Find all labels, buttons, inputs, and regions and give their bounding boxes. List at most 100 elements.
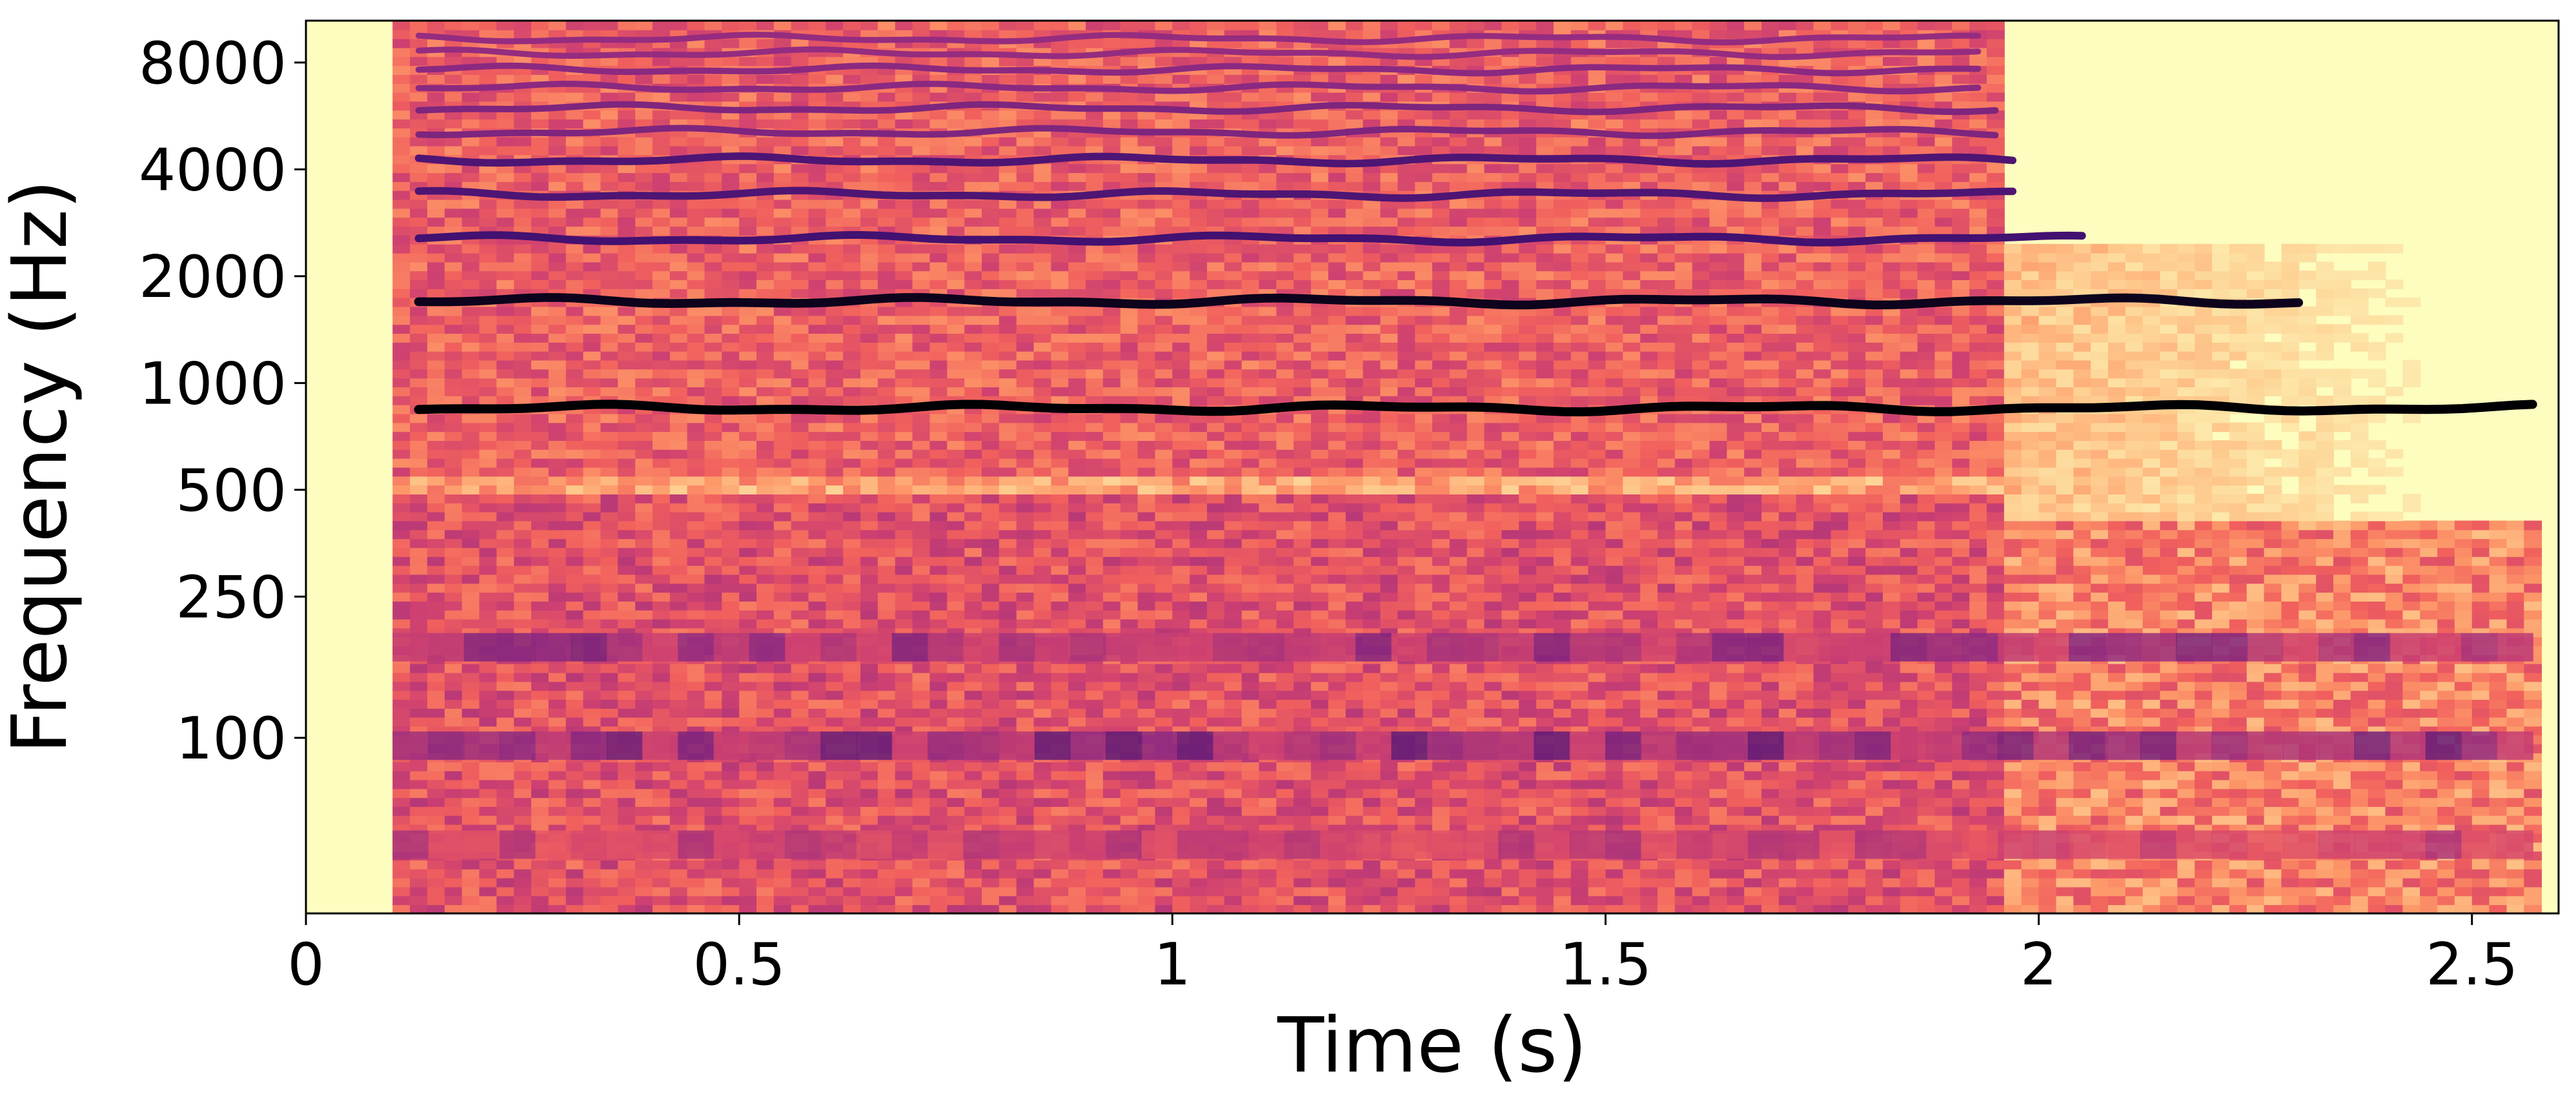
spectrogram-cell	[2420, 592, 2438, 602]
spectrogram-cell	[514, 868, 532, 879]
spectrogram-cell	[1761, 779, 1780, 789]
spectrogram-cell	[756, 690, 775, 700]
spectrogram-cell	[1778, 609, 1797, 620]
spectrogram-cell	[2402, 717, 2421, 727]
spectrogram-cell	[722, 690, 740, 700]
spectrogram-cell	[1397, 565, 1416, 575]
spectrogram-cell	[1051, 797, 1070, 807]
spectrogram-cell	[2402, 565, 2421, 575]
spectrogram-cell	[1276, 556, 1295, 566]
spectrogram-cell	[2125, 770, 2144, 780]
spectrogram-cell	[687, 779, 705, 789]
spectrogram-cell	[1086, 770, 1104, 780]
spectrogram-cell	[2177, 904, 2196, 913]
spectrogram-cell	[2316, 565, 2334, 575]
spectrogram-cell	[2350, 717, 2369, 727]
spectrogram-cell	[2524, 690, 2542, 700]
spectrogram-cell	[1778, 618, 1797, 629]
spectrogram-cell	[1674, 600, 1693, 611]
spectrogram-cell	[531, 717, 549, 727]
spectrogram-cell	[1086, 886, 1104, 897]
spectrogram-cell	[1276, 663, 1295, 673]
spectrogram-cell	[2212, 904, 2230, 913]
spectrogram-cell	[1553, 877, 1572, 888]
spectrogram-cell	[1120, 565, 1139, 575]
spectrogram-cell	[1293, 761, 1312, 771]
spectrogram-cell	[1276, 806, 1295, 816]
spectrogram-cell	[1865, 699, 1883, 709]
spectrogram-cell	[1778, 592, 1797, 602]
spectrogram-cell	[2368, 886, 2386, 897]
spectrogram-cell	[2108, 681, 2126, 691]
spectrogram-cell	[1415, 690, 1433, 700]
spectrogram-cell	[1709, 779, 1728, 789]
spectrogram-cell	[2021, 699, 2040, 709]
spectrogram-cell	[392, 574, 411, 584]
spectrogram-cell	[1501, 904, 1520, 913]
spectrogram-cell	[635, 886, 653, 897]
spectrogram-cell	[1241, 600, 1260, 611]
spectrogram-cell	[1588, 565, 1607, 575]
spectrogram-cell	[860, 770, 878, 780]
spectrogram-cell	[2454, 592, 2473, 602]
spectrogram-cell	[2264, 583, 2282, 593]
spectrogram-cell	[1086, 707, 1104, 718]
spectrogram-cell	[2246, 860, 2265, 870]
spectrogram-cell	[756, 770, 775, 780]
spectrogram-cell	[1311, 699, 1329, 709]
spectrogram-cell	[2177, 886, 2196, 897]
spectrogram-cell	[773, 672, 792, 682]
spectrogram-cell	[2160, 609, 2178, 620]
spectrogram-cell	[773, 904, 792, 913]
spectrogram-cell	[2229, 779, 2247, 789]
spectrogram-cell	[1519, 761, 1537, 771]
spectrogram-cell	[2125, 806, 2144, 816]
spectrogram-cell	[1224, 895, 1242, 906]
spectrogram-cell	[1415, 681, 1433, 691]
spectrogram-cell	[2333, 868, 2351, 879]
spectrogram-cell	[929, 895, 948, 906]
spectrogram-cell	[1987, 779, 2005, 789]
spectrogram-cell	[2212, 556, 2230, 566]
spectrogram-cell	[1727, 860, 1745, 870]
spectrogram-cell	[1172, 770, 1191, 780]
spectrogram-cell	[1190, 877, 1208, 888]
spectrogram-cell	[2212, 895, 2230, 906]
spectrogram-cell	[2489, 699, 2508, 709]
spectrogram-cell	[1796, 663, 1814, 673]
spectrogram-cell	[982, 681, 1000, 691]
spectrogram-cell	[1432, 868, 1450, 879]
spectrogram-cell	[461, 815, 480, 825]
spectrogram-cell	[2402, 556, 2421, 566]
spectrogram-cell	[1709, 860, 1728, 870]
spectrogram-cell	[999, 717, 1017, 727]
spectrogram-cell	[704, 877, 723, 888]
spectrogram-cell	[999, 815, 1017, 825]
spectrogram-cell	[1987, 681, 2005, 691]
spectrogram-cell	[2489, 681, 2508, 691]
spectrogram-cell	[704, 779, 723, 789]
spectrogram-cell	[929, 699, 948, 709]
spectrogram-cell	[2142, 690, 2161, 700]
spectrogram-cell	[2212, 681, 2230, 691]
spectrogram-cell	[496, 663, 515, 673]
spectrogram-cell	[1293, 556, 1312, 566]
spectrogram-cell	[618, 583, 636, 593]
spectrogram-cell	[1813, 779, 1832, 789]
spectrogram-cell	[461, 788, 480, 799]
spectrogram-cell	[687, 886, 705, 897]
spectrogram-cell	[2177, 868, 2196, 879]
spectrogram-cell	[618, 600, 636, 611]
spectrogram-cell	[2246, 895, 2265, 906]
spectrogram-cell	[1831, 761, 1849, 771]
spectrogram-cell	[1865, 788, 1883, 799]
spectrogram-cell	[1588, 681, 1607, 691]
spectrogram-cell	[1674, 592, 1693, 602]
spectrogram-cell	[1605, 690, 1624, 700]
spectrogram-cell	[982, 877, 1000, 888]
spectrogram-cell	[2142, 770, 2161, 780]
spectrogram-cell	[999, 547, 1017, 557]
spectrogram-cell	[1588, 600, 1607, 611]
spectrogram-cell	[2021, 770, 2040, 780]
spectrogram-cell	[843, 681, 861, 691]
